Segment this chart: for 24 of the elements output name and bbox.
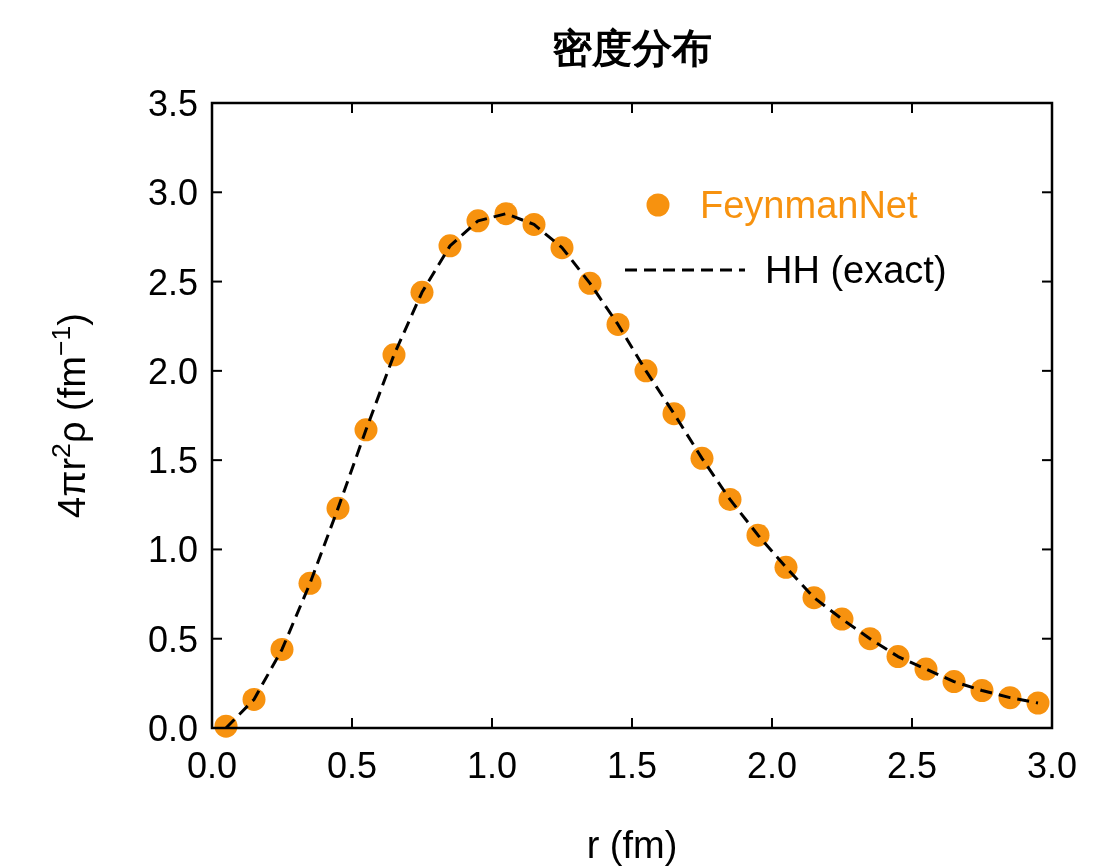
x-tick-label: 2.5 bbox=[886, 745, 938, 786]
legend-label: HH (exact) bbox=[765, 249, 947, 291]
y-tick-label: 3.5 bbox=[147, 83, 198, 124]
chart-title: 密度分布 bbox=[552, 26, 712, 70]
x-tick-label: 0.5 bbox=[326, 745, 378, 786]
x-tick-label: 1.5 bbox=[606, 745, 658, 786]
point bbox=[522, 212, 546, 236]
x-tick-label: 1.0 bbox=[466, 745, 518, 786]
point bbox=[466, 209, 490, 233]
x-tick-label: 3.0 bbox=[1026, 745, 1078, 786]
point bbox=[1026, 691, 1050, 715]
y-tick-label: 2.0 bbox=[147, 350, 198, 392]
point bbox=[606, 312, 630, 336]
point bbox=[410, 280, 434, 304]
legend-label: FeynmanNet bbox=[700, 184, 918, 226]
point bbox=[438, 234, 462, 258]
y-tick-label: 1.0 bbox=[147, 529, 198, 571]
y-tick-label: 2.5 bbox=[147, 261, 198, 303]
x-axis-title: r (fm) bbox=[586, 824, 678, 866]
y-tick-label: 3.0 bbox=[147, 172, 198, 214]
point bbox=[886, 645, 910, 669]
y-tick-label: 1.5 bbox=[147, 440, 198, 482]
x-tick-label: 2.0 bbox=[746, 745, 798, 786]
y-tick-label: 0.5 bbox=[147, 618, 198, 660]
